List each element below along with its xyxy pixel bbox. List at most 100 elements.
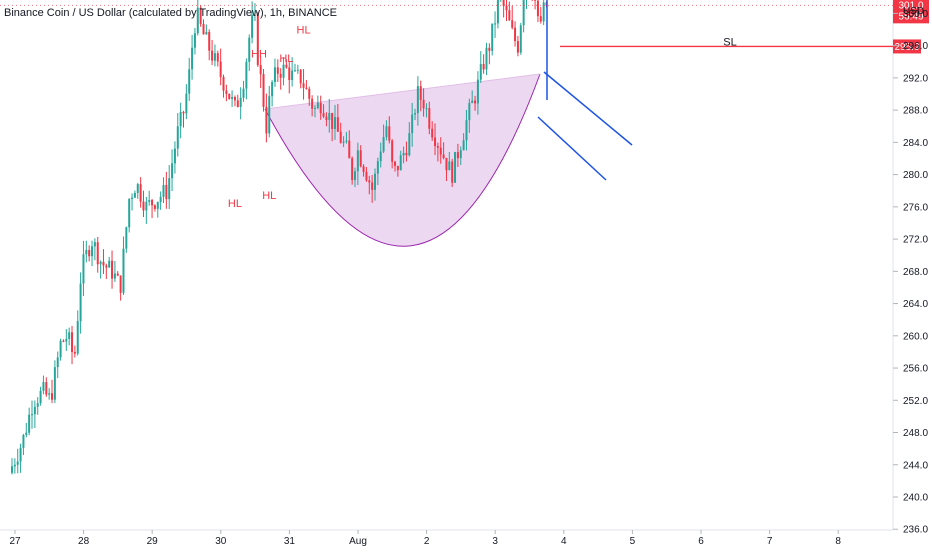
candle-up	[48, 393, 51, 395]
cup-pattern[interactable]	[264, 73, 541, 247]
candle-down	[211, 50, 214, 61]
candle-down	[419, 86, 422, 100]
price-tick-label: 244.0	[903, 460, 928, 471]
higher-low-label: HL	[279, 53, 293, 65]
candle-up	[459, 150, 462, 159]
candle-up	[231, 96, 234, 99]
candle-up	[374, 173, 377, 190]
candle-up	[402, 152, 405, 156]
candle-down	[182, 111, 185, 114]
candle-up	[148, 200, 151, 202]
candle-up	[479, 64, 482, 80]
candle-down	[336, 117, 339, 132]
candle-down	[219, 61, 222, 77]
candle-up	[168, 178, 171, 200]
candle-up	[185, 93, 188, 114]
candle-up	[253, 14, 256, 16]
candle-down	[102, 261, 105, 266]
candle-up	[19, 447, 22, 462]
candle-down	[442, 154, 445, 158]
price-tick-label: 292.0	[903, 73, 928, 84]
candle-up	[159, 196, 162, 202]
candle-up	[296, 69, 299, 71]
trend-line-upper[interactable]	[543, 71, 633, 146]
candle-down	[139, 184, 142, 202]
candle-up	[268, 96, 271, 134]
price-tick-label: 296.0	[903, 41, 928, 52]
candle-down	[216, 53, 219, 62]
price-tick-label: 248.0	[903, 428, 928, 439]
candle-down	[262, 74, 265, 107]
candle-down	[405, 152, 408, 156]
price-tick-label: 236.0	[903, 525, 928, 536]
higher-high-label: HH	[251, 49, 267, 61]
trend-line-lower[interactable]	[537, 116, 607, 181]
candle-down	[325, 116, 328, 120]
candle-down	[105, 265, 108, 268]
candle-up	[91, 246, 94, 257]
candle-up	[382, 137, 385, 152]
time-axis[interactable]: 27 28 29 30 31 Aug 2 3 4 5 6 7 8	[9, 530, 841, 547]
candle-up	[188, 69, 191, 94]
candle-up	[251, 15, 254, 38]
candle-down	[348, 140, 351, 159]
candle-up	[333, 117, 336, 129]
last-price-tag	[893, 0, 929, 24]
candle-down	[119, 275, 122, 293]
candle-up	[145, 201, 148, 211]
candle-up	[448, 161, 451, 171]
time-tick-label: 8	[835, 536, 841, 547]
candle-down	[228, 93, 231, 99]
candle-up	[205, 31, 208, 35]
candle-down	[308, 88, 311, 99]
price-axis[interactable]: 236.0 240.0 244.0 248.0 252.0 256.0 260.0 264.0…	[893, 0, 928, 536]
price-tick-label: 272.0	[903, 235, 928, 246]
currency-label: USD	[903, 6, 924, 17]
time-tick-label: 5	[630, 536, 636, 547]
candle-up	[291, 70, 294, 81]
candle-up	[76, 321, 79, 354]
candle-down	[279, 73, 282, 78]
price-tick-label: 284.0	[903, 138, 928, 149]
time-tick-label: 28	[78, 536, 90, 547]
price-tick-label: 240.0	[903, 493, 928, 504]
candle-down	[225, 90, 228, 94]
candles	[11, 0, 548, 475]
candle-up	[462, 140, 465, 151]
candle-up	[59, 340, 62, 358]
candle-up	[82, 254, 85, 284]
price-tick-label: 252.0	[903, 396, 928, 407]
time-tick-label: 4	[561, 536, 567, 547]
candle-down	[511, 20, 514, 28]
candle-up	[156, 201, 159, 209]
candle-up	[85, 250, 88, 255]
candle-up	[491, 23, 494, 51]
candle-up	[22, 435, 25, 448]
pattern-labels: HHHHHHHLHLHLHL	[228, 25, 311, 210]
time-tick-label: Aug	[349, 536, 367, 547]
candle-up	[454, 152, 457, 183]
candle-down	[45, 382, 48, 395]
time-tick-label: 6	[698, 536, 704, 547]
candle-up	[354, 171, 356, 180]
candle-up	[213, 53, 216, 61]
candle-up	[242, 88, 245, 98]
price-tick-label: 268.0	[903, 267, 928, 278]
candle-down	[111, 260, 114, 279]
price-tick-label: 280.0	[903, 170, 928, 181]
candle-down	[331, 112, 334, 129]
candle-down	[96, 242, 99, 265]
candle-down	[62, 340, 65, 342]
candle-up	[293, 70, 296, 72]
candle-up	[356, 150, 359, 172]
candle-up	[385, 126, 388, 138]
candle-down	[142, 201, 145, 211]
candle-down	[165, 184, 168, 200]
candle-up	[239, 97, 242, 107]
candle-up	[128, 199, 131, 228]
candle-down	[502, 0, 505, 6]
time-tick-label: 31	[284, 536, 296, 547]
